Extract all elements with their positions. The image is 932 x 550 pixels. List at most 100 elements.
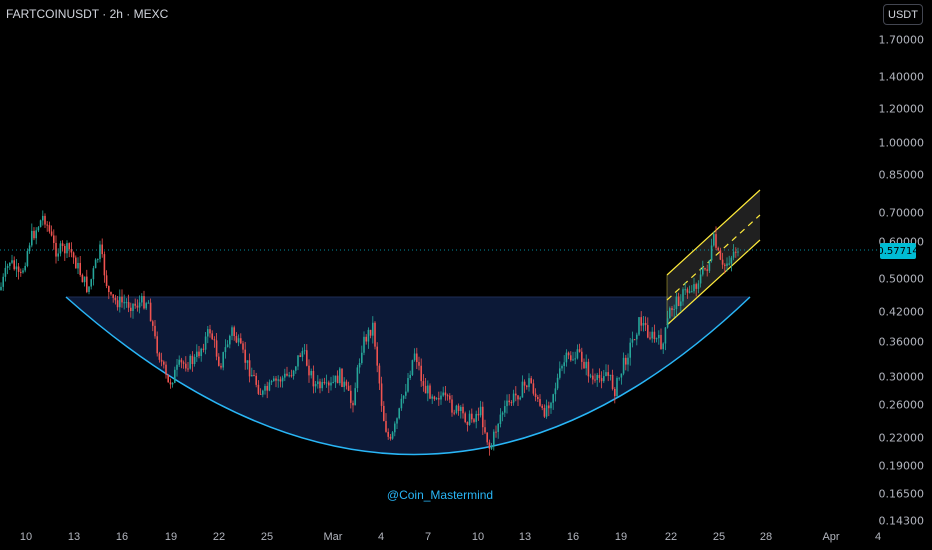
candle-body xyxy=(229,335,231,345)
candle-body xyxy=(262,390,264,395)
candle-body xyxy=(103,254,106,276)
candle-body xyxy=(385,421,387,432)
candle-body xyxy=(310,370,312,376)
candle-body xyxy=(222,352,224,368)
time-axis-label: 16 xyxy=(566,531,580,543)
candle-body xyxy=(431,396,433,399)
candle-body xyxy=(37,227,40,231)
candle-body xyxy=(35,230,37,239)
time-axis-label: 19 xyxy=(614,531,628,543)
candle-body xyxy=(323,382,326,384)
candle-body xyxy=(215,340,218,357)
candle-body xyxy=(589,375,592,377)
candle-body xyxy=(321,382,323,389)
candle-body xyxy=(264,385,266,391)
candle-body xyxy=(402,395,405,399)
time-axis-label: 19 xyxy=(164,531,178,543)
candle-body xyxy=(306,350,308,366)
candle-body xyxy=(587,361,590,377)
candle-body xyxy=(658,334,660,339)
candle-body xyxy=(389,436,392,439)
candle-body xyxy=(400,398,403,409)
candle-body xyxy=(387,431,389,437)
candle-body xyxy=(616,377,618,397)
candle-body xyxy=(363,336,365,353)
candle-body xyxy=(596,374,598,380)
candle-body xyxy=(581,351,583,362)
candle-body xyxy=(253,374,255,376)
candle-body xyxy=(53,235,55,243)
candle-body xyxy=(572,359,574,361)
currency-button[interactable]: USDT xyxy=(883,4,923,25)
candle-body xyxy=(548,405,550,409)
candle-body xyxy=(354,388,356,406)
candle-body xyxy=(583,361,585,369)
candle-body xyxy=(486,432,488,443)
candle-body xyxy=(490,445,493,449)
candle-body xyxy=(451,399,453,413)
candle-body xyxy=(495,431,497,433)
candle-body xyxy=(134,303,136,306)
candle-body xyxy=(609,374,612,376)
candle-body xyxy=(334,375,337,383)
candle-body xyxy=(299,355,301,357)
candle-body xyxy=(273,378,275,382)
candle-body xyxy=(724,264,726,266)
time-axis-label: Mar xyxy=(323,531,343,543)
candle-body xyxy=(143,296,145,309)
candle-body xyxy=(475,413,477,422)
candle-body xyxy=(457,405,460,411)
candle-body xyxy=(339,368,341,384)
candle-body xyxy=(532,383,535,394)
candle-body xyxy=(248,360,251,377)
candle-body xyxy=(462,406,464,414)
candle-body xyxy=(682,289,684,302)
candle-body xyxy=(332,382,334,384)
candle-body xyxy=(141,296,143,303)
candle-body xyxy=(497,423,499,432)
candle-body xyxy=(358,363,361,368)
candle-body xyxy=(185,363,187,369)
candle-body xyxy=(585,361,587,369)
candle-body xyxy=(136,305,139,308)
candle-body xyxy=(563,362,565,366)
candle-body xyxy=(453,412,455,414)
candle-body xyxy=(559,368,561,378)
candle-body xyxy=(515,393,517,396)
candle-body xyxy=(99,244,101,260)
candle-body xyxy=(345,381,348,386)
candle-body xyxy=(383,405,385,422)
candle-body xyxy=(356,367,359,389)
candle-body xyxy=(620,373,623,378)
candle-body xyxy=(145,303,147,309)
candle-body xyxy=(405,391,407,396)
candle-body xyxy=(629,342,631,358)
candle-body xyxy=(70,249,73,253)
candle-body xyxy=(715,234,717,248)
candle-body xyxy=(640,317,642,326)
candle-body xyxy=(268,382,271,391)
candle-body xyxy=(691,291,693,293)
candle-body xyxy=(160,359,163,362)
candle-body xyxy=(44,215,46,225)
candle-body xyxy=(347,385,350,391)
candle-body xyxy=(4,267,7,277)
price-axis-label: 0.85000 xyxy=(878,168,925,182)
candle-body xyxy=(726,263,728,266)
candle-body xyxy=(499,414,502,424)
candle-body xyxy=(732,251,735,258)
time-axis-label: 25 xyxy=(260,531,274,543)
candle-body xyxy=(259,393,262,395)
price-axis-label: 0.16500 xyxy=(878,487,925,501)
candle-body xyxy=(622,357,625,374)
candle-body xyxy=(526,385,528,388)
time-axis-label: 10 xyxy=(471,531,485,543)
candle-body xyxy=(479,406,482,416)
candle-body xyxy=(376,346,378,366)
candle-body xyxy=(86,276,88,292)
candle-body xyxy=(83,276,86,283)
time-axis-label: 13 xyxy=(67,531,81,543)
candle-body xyxy=(519,397,521,400)
candle-body xyxy=(72,252,75,258)
